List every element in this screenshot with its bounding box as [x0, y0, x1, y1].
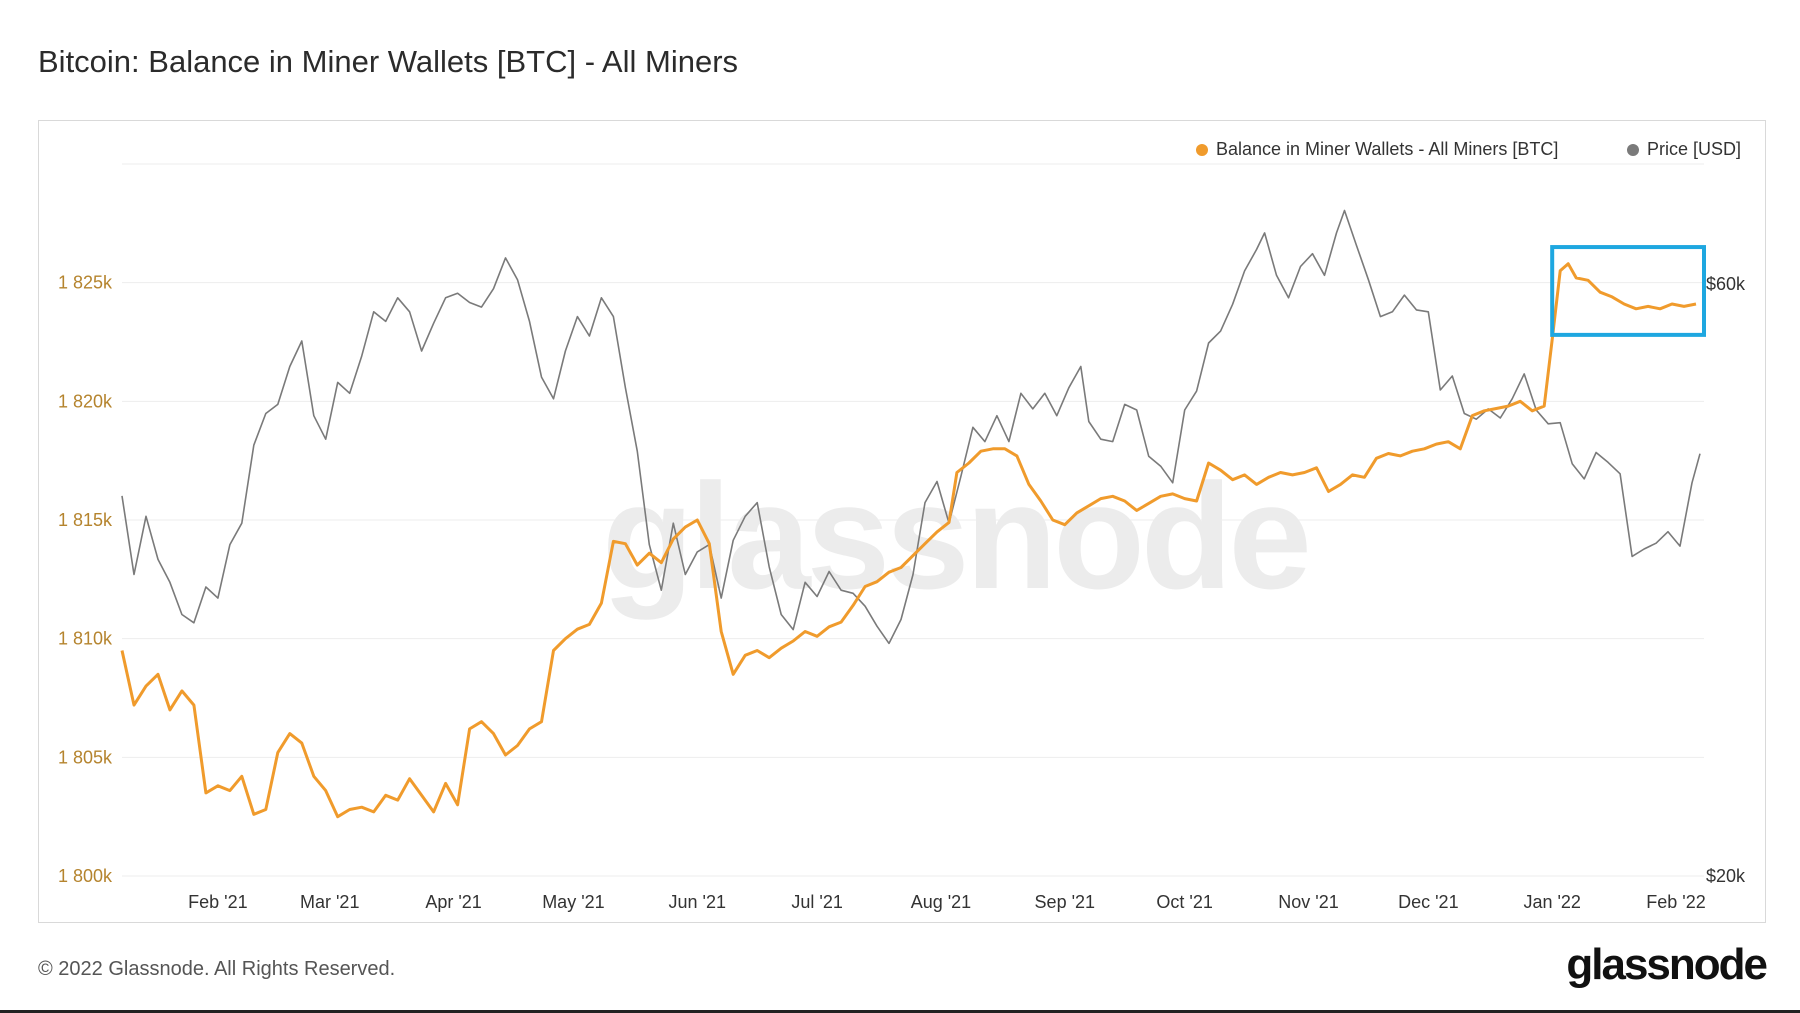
legend-dot-price — [1627, 143, 1639, 156]
x-axis-tick-label: Mar '21 — [300, 892, 359, 912]
x-axis-tick-label: Aug '21 — [911, 892, 972, 912]
legend-label-balance: Balance in Miner Wallets - All Miners [B… — [1216, 139, 1559, 159]
x-axis-tick-label: Feb '22 — [1646, 892, 1705, 912]
right-axis-ticks: $20k $60k — [1706, 274, 1746, 886]
x-axis-tick-label: Nov '21 — [1278, 892, 1338, 912]
x-axis-tick-label: Jan '22 — [1523, 892, 1580, 912]
x-axis-tick-label: May '21 — [542, 892, 604, 912]
page-title: Bitcoin: Balance in Miner Wallets [BTC] … — [38, 44, 739, 79]
x-axis-tick-label: Jul '21 — [791, 892, 842, 912]
x-axis-tick-label: Jun '21 — [669, 892, 726, 912]
x-axis-tick-label: Dec '21 — [1398, 892, 1458, 912]
brand-logo: glassnode — [1566, 940, 1768, 989]
x-axis-tick-label: Apr '21 — [425, 892, 481, 912]
series-lines — [120, 209, 1701, 819]
left-axis-ticks: 1 800k 1 805k 1 810k 1 815k 1 820k 1 825k — [58, 273, 113, 886]
legend-label-price: Price [USD] — [1647, 139, 1742, 159]
x-axis-ticks: Feb '21 Mar '21 Apr '21 May '21 Jun '21 Jul '… — [188, 892, 1706, 912]
legend-balance[interactable]: Balance in Miner Wallets - All Miners [B… — [1196, 139, 1558, 160]
x-axis-tick-label: Sep '21 — [1035, 892, 1096, 912]
legend-price[interactable]: Price [USD] — [1627, 139, 1741, 160]
bottom-rule — [0, 1010, 1800, 1013]
left-axis-tick-label: 1 820k — [58, 391, 113, 411]
left-axis-tick-label: 1 810k — [58, 629, 113, 649]
left-axis-tick-label: 1 800k — [58, 866, 113, 886]
right-axis-tick-label: $60k — [1706, 274, 1746, 294]
chart-frame — [38, 120, 1766, 923]
highlight-box — [1550, 245, 1706, 337]
x-axis-tick-label: Feb '21 — [188, 892, 247, 912]
series-line-balance — [120, 262, 1697, 819]
legend-dot-balance — [1196, 143, 1208, 156]
gridlines — [122, 163, 1704, 877]
copyright-text: © 2022 Glassnode. All Rights Reserved. — [38, 958, 396, 980]
x-axis-tick-label: Oct '21 — [1156, 892, 1212, 912]
right-axis-tick-label: $20k — [1706, 866, 1746, 886]
series-line-price — [121, 209, 1701, 645]
highlight-group — [1550, 245, 1706, 337]
left-axis-tick-label: 1 815k — [58, 510, 113, 530]
left-axis-tick-label: 1 825k — [58, 273, 113, 293]
left-axis-tick-label: 1 805k — [58, 747, 113, 767]
